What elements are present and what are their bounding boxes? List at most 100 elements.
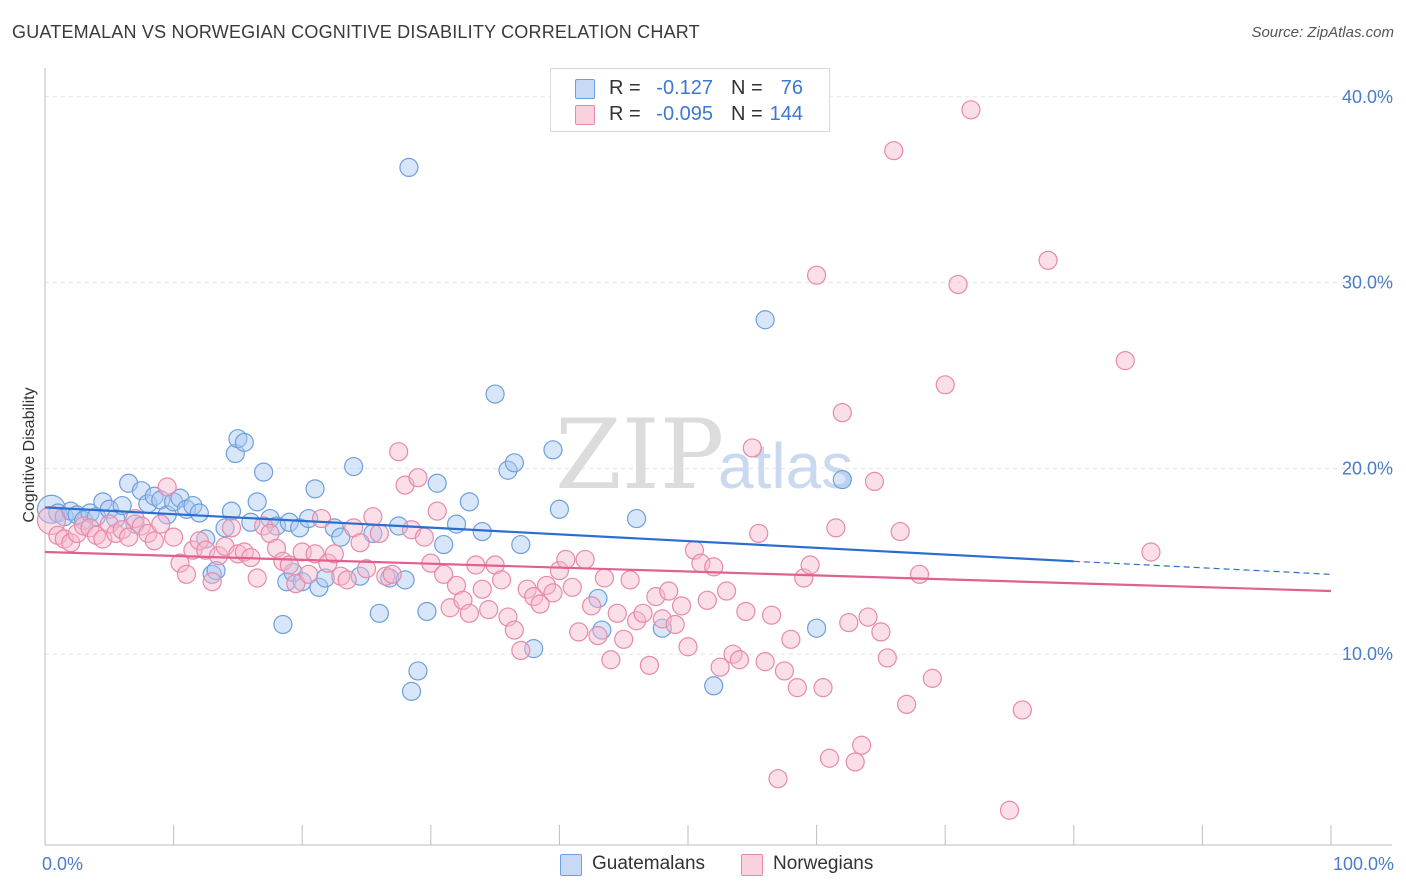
data-point <box>755 310 775 330</box>
data-point <box>309 577 329 597</box>
legend-n-label: N = <box>731 103 763 125</box>
data-point <box>305 544 325 564</box>
data-point <box>716 581 737 601</box>
data-point <box>562 577 582 597</box>
data-point <box>356 559 377 579</box>
data-point <box>286 573 306 594</box>
data-point <box>401 681 422 701</box>
data-point <box>787 678 807 698</box>
legend-label-norwegians: Norwegians <box>773 853 874 874</box>
data-point <box>408 468 428 488</box>
data-point <box>504 453 524 473</box>
data-point <box>961 100 981 120</box>
data-point <box>369 523 389 544</box>
data-point <box>594 568 615 588</box>
data-point <box>479 600 499 620</box>
data-point <box>749 523 769 544</box>
data-point <box>839 613 859 633</box>
data-point <box>118 527 139 547</box>
trend-line-guatemalans <box>44 506 1074 563</box>
legend-swatch-blue <box>575 79 595 99</box>
data-point <box>112 495 132 516</box>
data-point <box>601 650 621 670</box>
y-axis-title: Cognitive Disability <box>21 387 38 522</box>
zipatlas-watermark: ZIP atlas <box>555 399 853 511</box>
data-point <box>504 620 524 640</box>
data-point <box>337 570 357 590</box>
data-point <box>189 503 209 523</box>
series-norwegians <box>36 100 1161 820</box>
data-point <box>761 605 782 625</box>
data-point <box>588 626 608 646</box>
trend-lines <box>44 506 1332 593</box>
y-tick-label: 40.0% <box>1342 87 1393 107</box>
data-point <box>170 553 190 573</box>
data-point <box>620 570 640 590</box>
data-point <box>73 516 94 536</box>
data-point <box>434 534 454 555</box>
data-point <box>948 274 968 295</box>
data-point <box>826 518 846 538</box>
data-point <box>305 479 325 499</box>
legend-r-label: R = <box>609 103 641 125</box>
legend-n-value: 144 <box>769 103 803 125</box>
legend-n-value: 76 <box>780 77 803 99</box>
data-point <box>614 629 634 649</box>
watermark-atlas: atlas <box>718 430 853 502</box>
data-point <box>344 456 364 477</box>
data-point <box>729 650 750 670</box>
data-point <box>819 748 840 768</box>
data-point <box>273 614 293 635</box>
data-point <box>125 508 145 529</box>
data-point <box>877 648 897 668</box>
data-point <box>206 560 226 581</box>
data-point <box>221 501 242 521</box>
data-point <box>408 661 428 681</box>
data-point <box>781 629 801 649</box>
data-point <box>254 462 274 482</box>
data-point <box>247 568 267 588</box>
data-point <box>324 544 344 564</box>
data-point <box>434 564 454 584</box>
data-point <box>376 566 396 586</box>
data-point <box>671 596 692 616</box>
x-tick-label-end: 100.0% <box>1333 854 1394 874</box>
data-point <box>311 508 332 529</box>
data-point <box>858 607 878 627</box>
legend-r-value: -0.127 <box>656 77 713 99</box>
data-point <box>144 531 164 551</box>
data-point <box>517 579 537 599</box>
axes <box>44 68 1392 846</box>
trend-line-norwegians <box>44 550 1332 593</box>
y-tick-label: 10.0% <box>1342 644 1393 664</box>
data-point <box>414 527 434 547</box>
data-point <box>768 769 788 789</box>
data-point <box>254 516 274 536</box>
data-point <box>774 661 795 681</box>
data-point <box>318 553 338 573</box>
data-point <box>350 533 370 553</box>
data-point <box>209 546 229 566</box>
data-point <box>189 531 209 551</box>
data-point <box>459 492 479 512</box>
data-point <box>897 694 917 714</box>
data-point <box>549 560 570 581</box>
data-point <box>710 657 730 677</box>
data-point <box>556 549 576 570</box>
data-point <box>331 527 351 547</box>
data-point <box>543 440 563 460</box>
data-point <box>1141 542 1161 562</box>
data-point <box>382 564 402 584</box>
data-point <box>832 469 852 490</box>
data-point <box>678 637 698 657</box>
data-point <box>427 501 447 521</box>
data-point <box>736 601 756 622</box>
data-point <box>459 603 479 623</box>
data-point <box>369 603 389 623</box>
data-point <box>813 678 833 698</box>
data-point <box>755 652 775 672</box>
y-tick-label: 20.0% <box>1342 458 1393 478</box>
y-tick-label: 30.0% <box>1342 273 1393 293</box>
chart-title: GUATEMALAN VS NORWEGIAN COGNITIVE DISABI… <box>12 22 700 42</box>
legend-r-value: -0.095 <box>656 103 713 125</box>
